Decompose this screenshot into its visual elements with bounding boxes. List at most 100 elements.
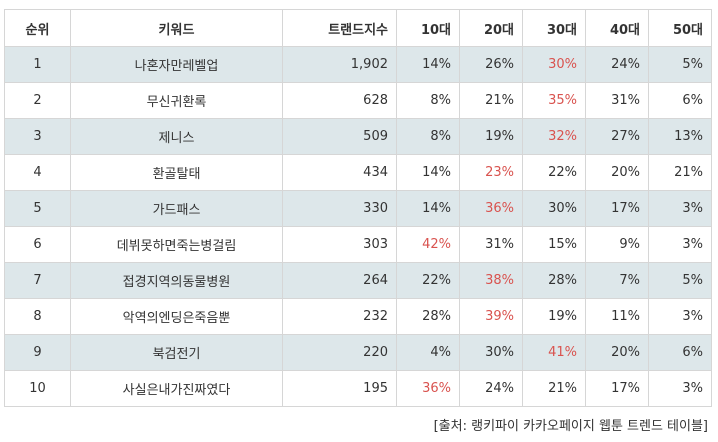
cell-rank: 5 [4,190,71,227]
cell-age-30s: 21% [522,370,586,407]
cell-age-10s: 8% [396,82,460,119]
cell-age-40s: 11% [585,298,649,335]
cell-age-10s: 14% [396,190,460,227]
cell-age-40s: 9% [585,226,649,263]
cell-keyword: 무신귀환록 [70,82,283,119]
cell-trend-index: 303 [282,226,397,263]
cell-keyword: 나혼자만레벨업 [70,46,283,83]
table-header: 순위 키워드 트랜드지수 10대 20대 30대 40대 50대 [4,9,712,47]
cell-keyword: 가드패스 [70,190,283,227]
table-row: 3 제니스 509 8% 19% 32% 27% 13% [4,118,712,155]
cell-rank: 4 [4,154,71,191]
cell-age-50s: 6% [648,82,712,119]
cell-age-30s: 32% [522,118,586,155]
cell-age-50s: 3% [648,226,712,263]
table-row: 6 데뷔못하면죽는병걸림 303 42% 31% 15% 9% 3% [4,226,712,263]
cell-age-10s: 36% [396,370,460,407]
cell-rank: 6 [4,226,71,263]
cell-keyword: 접경지역의동물병원 [70,262,283,299]
trend-table: 순위 키워드 트랜드지수 10대 20대 30대 40대 50대 1 나혼자만레벨… [4,9,712,407]
table-row: 1 나혼자만레벨업 1,902 14% 26% 30% 24% 5% [4,46,712,83]
cell-trend-index: 195 [282,370,397,407]
cell-age-30s: 30% [522,190,586,227]
header-trend-index: 트랜드지수 [282,9,397,47]
cell-age-40s: 20% [585,334,649,371]
cell-age-30s: 15% [522,226,586,263]
header-rank: 순위 [4,9,71,47]
cell-age-20s: 38% [459,262,523,299]
cell-age-10s: 28% [396,298,460,335]
table-row: 8 악역의엔딩은죽음뿐 232 28% 39% 19% 11% 3% [4,298,712,335]
header-keyword: 키워드 [70,9,283,47]
cell-age-50s: 3% [648,298,712,335]
cell-trend-index: 232 [282,298,397,335]
cell-keyword: 사실은내가진짜였다 [70,370,283,407]
cell-age-40s: 20% [585,154,649,191]
header-age-20s: 20대 [459,9,523,47]
header-age-30s: 30대 [522,9,586,47]
header-age-40s: 40대 [585,9,649,47]
table-body: 1 나혼자만레벨업 1,902 14% 26% 30% 24% 5% 2 무신귀환록 628 8% 21… [4,46,712,407]
cell-keyword: 환골탈태 [70,154,283,191]
cell-age-50s: 3% [648,190,712,227]
cell-age-50s: 21% [648,154,712,191]
cell-age-40s: 27% [585,118,649,155]
cell-trend-index: 264 [282,262,397,299]
cell-age-10s: 22% [396,262,460,299]
header-age-10s: 10대 [396,9,460,47]
table-row: 2 무신귀환록 628 8% 21% 35% 31% 6% [4,82,712,119]
cell-age-20s: 30% [459,334,523,371]
cell-age-20s: 21% [459,82,523,119]
cell-rank: 1 [4,46,71,83]
cell-age-40s: 17% [585,370,649,407]
cell-age-30s: 41% [522,334,586,371]
header-age-50s: 50대 [648,9,712,47]
source-note: [출처: 랭키파이 카카오페이지 웹툰 트렌드 테이블] [433,419,708,434]
cell-keyword: 악역의엔딩은죽음뿐 [70,298,283,335]
cell-age-20s: 24% [459,370,523,407]
cell-age-50s: 3% [648,370,712,407]
cell-age-30s: 35% [522,82,586,119]
cell-age-40s: 24% [585,46,649,83]
cell-age-40s: 17% [585,190,649,227]
cell-trend-index: 509 [282,118,397,155]
cell-trend-index: 220 [282,334,397,371]
cell-age-50s: 13% [648,118,712,155]
table-row: 4 환골탈태 434 14% 23% 22% 20% 21% [4,154,712,191]
cell-trend-index: 628 [282,82,397,119]
cell-age-10s: 8% [396,118,460,155]
cell-keyword: 데뷔못하면죽는병걸림 [70,226,283,263]
cell-trend-index: 434 [282,154,397,191]
cell-age-20s: 23% [459,154,523,191]
cell-rank: 10 [4,370,71,407]
cell-trend-index: 1,902 [282,46,397,83]
cell-rank: 8 [4,298,71,335]
cell-age-20s: 19% [459,118,523,155]
header-row: 순위 키워드 트랜드지수 10대 20대 30대 40대 50대 [4,9,712,47]
cell-age-10s: 42% [396,226,460,263]
cell-age-10s: 4% [396,334,460,371]
cell-rank: 2 [4,82,71,119]
cell-age-30s: 22% [522,154,586,191]
table-row: 9 북검전기 220 4% 30% 41% 20% 6% [4,334,712,371]
cell-age-40s: 7% [585,262,649,299]
cell-rank: 7 [4,262,71,299]
table-row: 7 접경지역의동물병원 264 22% 38% 28% 7% 5% [4,262,712,299]
cell-keyword: 제니스 [70,118,283,155]
cell-age-30s: 28% [522,262,586,299]
table-row: 10 사실은내가진짜였다 195 36% 24% 21% 17% 3% [4,370,712,407]
cell-age-30s: 19% [522,298,586,335]
cell-age-50s: 5% [648,46,712,83]
cell-age-50s: 6% [648,334,712,371]
cell-age-20s: 36% [459,190,523,227]
cell-age-40s: 31% [585,82,649,119]
cell-age-10s: 14% [396,154,460,191]
cell-trend-index: 330 [282,190,397,227]
cell-age-20s: 39% [459,298,523,335]
cell-keyword: 북검전기 [70,334,283,371]
cell-age-20s: 31% [459,226,523,263]
cell-age-10s: 14% [396,46,460,83]
cell-age-20s: 26% [459,46,523,83]
cell-age-30s: 30% [522,46,586,83]
